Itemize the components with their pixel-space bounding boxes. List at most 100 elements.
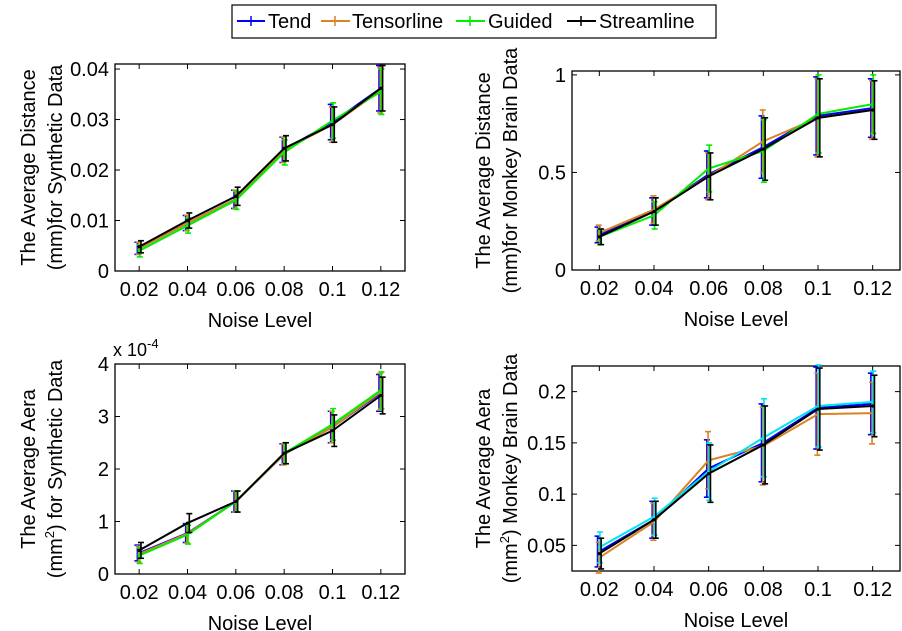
- series-streamline: [137, 376, 386, 560]
- data-point: [137, 554, 141, 558]
- x-axis-label: Noise Level: [208, 310, 313, 332]
- x-tick-label: 0.04: [635, 278, 674, 300]
- x-axis-label: Noise Level: [684, 610, 789, 631]
- y-axis-label-rest: ) for Synthetic Data: [45, 359, 67, 531]
- x-tick-label: 0.1: [804, 278, 832, 300]
- series-line: [598, 404, 873, 555]
- x-tick-label: 0.08: [265, 582, 304, 604]
- data-point: [871, 102, 875, 106]
- legend-entry-tensorline: Tensorline: [321, 11, 443, 33]
- x-tick-label: 0.02: [580, 278, 619, 300]
- data-point: [379, 90, 383, 94]
- data-point: [652, 213, 656, 217]
- x-tick-label: 0.02: [580, 579, 619, 601]
- data-point: [330, 429, 335, 433]
- legend-label-streamline: Streamline: [599, 11, 695, 33]
- y-tick-label: 0.03: [70, 110, 109, 132]
- series-line: [138, 394, 382, 552]
- x-axis-label: Noise Level: [684, 309, 789, 331]
- y-tick-label: 0.1: [538, 484, 566, 506]
- data-point: [597, 545, 601, 550]
- data-point: [234, 198, 238, 202]
- y-tick-label: 4: [98, 354, 109, 376]
- data-point: [330, 422, 335, 426]
- y-tick-label: 3: [98, 407, 109, 429]
- data-point: [330, 122, 335, 127]
- x-tick-label: 0.08: [265, 279, 304, 301]
- data-point: [185, 223, 190, 228]
- y-tick-label: 0.01: [70, 211, 109, 233]
- y-tick-label: 0.05: [527, 535, 566, 557]
- data-point: [652, 518, 656, 522]
- data-point: [137, 249, 141, 253]
- x-tick-label: 0.06: [689, 579, 728, 601]
- legend-label-guided: Guided: [488, 11, 553, 33]
- plot-area: [571, 70, 901, 271]
- chart-synthetic-area: 0.02 0.04 0.06 0.08 0.1 0.12 0 1 2 3 4 Noise Level T…: [18, 336, 406, 631]
- x-tick-label: 0.1: [804, 579, 832, 601]
- chart-monkey-distance: 0.02 0.04 0.06 0.08 0.1 0.12 0 0.5 1 Noise Level T…: [473, 47, 901, 331]
- y-tick-label: 0.5: [538, 162, 566, 184]
- legend-entry-tend: Tend: [237, 11, 311, 33]
- series-line: [598, 400, 873, 549]
- data-point: [185, 521, 190, 525]
- y-tick-label: 0.04: [70, 59, 109, 81]
- series-guided: [596, 364, 877, 564]
- data-point: [282, 451, 286, 455]
- y-axis-label-line1: The Average Aera: [18, 388, 40, 549]
- plot-area: [114, 363, 406, 575]
- y-axis-label-line1: The Average Distance: [473, 72, 495, 268]
- x-tick-label: 0.02: [120, 582, 159, 604]
- x-tick-label: 0.06: [689, 278, 728, 300]
- y-exponent-power: -4: [147, 336, 159, 351]
- data-point: [652, 515, 656, 519]
- y-tick-label: 0.02: [70, 160, 109, 182]
- y-axis-label-line2: (mm2) for Synthetic Data: [42, 359, 67, 578]
- data-point: [185, 218, 190, 223]
- legend-label-tensorline: Tensorline: [352, 11, 443, 33]
- data-point: [707, 472, 711, 476]
- data-point: [597, 551, 601, 556]
- x-tick-label: 0.1: [319, 279, 347, 301]
- y-axis-label-superscript: 2: [497, 536, 512, 543]
- data-point: [816, 116, 820, 120]
- x-tick-label: 0.02: [120, 279, 159, 301]
- data-point: [379, 393, 383, 398]
- y-axis-label-unit: (mm: [45, 538, 67, 578]
- y-axis-label-superscript: 2: [42, 531, 57, 538]
- data-point: [816, 407, 820, 411]
- chart-monkey-area: 0.02 0.04 0.06 0.08 0.1 0.12 0.05 0.1 0.15 0.2 Noi…: [473, 353, 901, 631]
- x-tick-label: 0.12: [361, 279, 400, 301]
- series-line: [598, 103, 873, 238]
- series-streamline: [137, 64, 386, 254]
- y-axis-label-line2: (mm)for Synthetic Data: [45, 64, 67, 270]
- data-point: [597, 235, 601, 239]
- data-point: [282, 146, 286, 150]
- y-axis-label-rest: ) Monkey Brain Data: [500, 353, 522, 536]
- y-tick-label: 0: [555, 260, 566, 282]
- data-point: [330, 118, 335, 123]
- x-tick-label: 0.12: [853, 579, 892, 601]
- data-point: [234, 194, 238, 198]
- y-tick-label: 2: [98, 459, 109, 481]
- data-point: [761, 436, 765, 440]
- x-tick-label: 0.08: [744, 278, 783, 300]
- y-tick-label: 0.15: [527, 433, 566, 455]
- data-point: [137, 548, 141, 552]
- chart-synthetic-distance: 0.02 0.04 0.06 0.08 0.1 0.12 0 0.01 0.02 0.03 0.04…: [18, 59, 406, 332]
- y-tick-label: 1: [555, 65, 566, 87]
- series-line: [138, 90, 382, 252]
- x-tick-label: 0.12: [853, 278, 892, 300]
- x-tick-label: 0.12: [361, 582, 400, 604]
- data-point: [761, 443, 765, 447]
- data-point: [379, 388, 383, 392]
- x-tick-label: 0.08: [744, 579, 783, 601]
- y-tick-label: 0.2: [538, 382, 566, 404]
- legend-entry-guided: Guided: [456, 11, 553, 33]
- data-point: [282, 150, 286, 154]
- x-tick-label: 0.04: [168, 582, 207, 604]
- series-line: [598, 109, 873, 238]
- data-point: [871, 108, 875, 112]
- data-point: [816, 404, 820, 408]
- data-point: [234, 499, 238, 504]
